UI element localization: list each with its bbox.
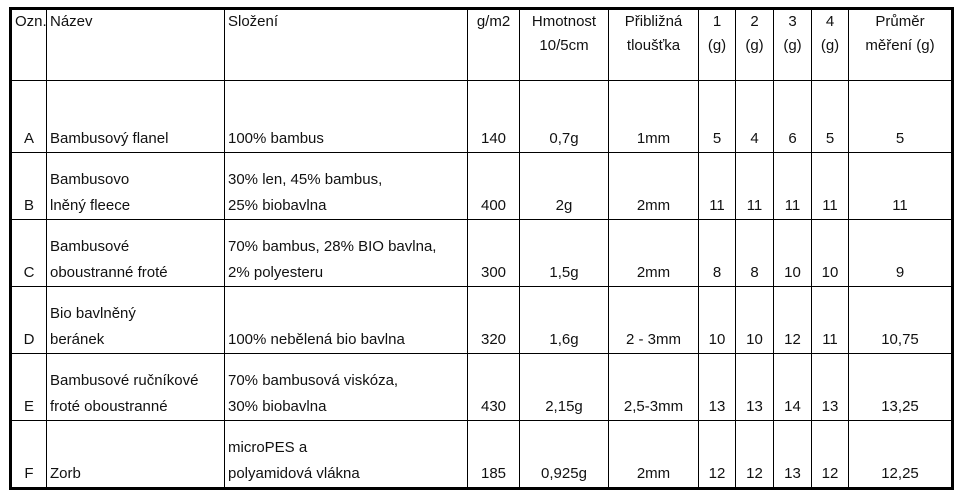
header-row: Ozn. Název Složení g/m2 Hmotnost 10/5cm … — [10, 8, 953, 81]
table-row: B Bambusovo lněný fleece 30% len, 45% ba… — [10, 152, 953, 220]
row-measurement-2: 12 — [735, 420, 774, 489]
row-prumer: 11 — [848, 152, 953, 220]
header-tloustka: Přibližná tloušťka — [608, 8, 699, 81]
header-ozn: Ozn. — [10, 8, 47, 81]
row-measurement-3: 6 — [773, 80, 812, 153]
row-tloustka: 2,5-3mm — [608, 353, 699, 421]
row-slozeni: 30% len, 45% bambus, 25% biobavlna — [224, 152, 468, 220]
row-slozeni: 70% bambus, 28% BIO bavlna, 2% polyester… — [224, 219, 468, 287]
row-ozn: D — [10, 286, 47, 354]
row-prumer: 12,25 — [848, 420, 953, 489]
table-row: A Bambusový flanel 100% bambus 140 0,7g … — [10, 80, 953, 153]
row-tloustka: 1mm — [608, 80, 699, 153]
row-measurement-1: 8 — [698, 219, 736, 287]
row-gm2: 400 — [467, 152, 520, 220]
header-gm2: g/m2 — [467, 8, 520, 81]
row-prumer: 9 — [848, 219, 953, 287]
row-ozn: C — [10, 219, 47, 287]
row-nazev: Bambusové oboustranné froté — [46, 219, 225, 287]
row-measurement-3: 10 — [773, 219, 812, 287]
row-nazev: Bambusovo lněný fleece — [46, 152, 225, 220]
row-ozn: F — [10, 420, 47, 489]
row-slozeni: 100% bambus — [224, 80, 468, 153]
table-row: F Zorb microPES a polyamidová vlákna 185… — [10, 420, 953, 489]
row-measurement-4: 11 — [811, 152, 849, 220]
row-tloustka: 2mm — [608, 152, 699, 220]
row-tloustka: 2mm — [608, 420, 699, 489]
header-measurement-2: 2 (g) — [735, 8, 774, 81]
header-slozeni: Složení — [224, 8, 468, 81]
row-measurement-2: 10 — [735, 286, 774, 354]
row-tloustka: 2mm — [608, 219, 699, 287]
header-measurement-1: 1 (g) — [698, 8, 736, 81]
row-measurement-2: 11 — [735, 152, 774, 220]
header-hmotnost: Hmotnost 10/5cm — [519, 8, 609, 81]
row-measurement-1: 10 — [698, 286, 736, 354]
row-ozn: E — [10, 353, 47, 421]
row-hmotnost: 2,15g — [519, 353, 609, 421]
row-gm2: 430 — [467, 353, 520, 421]
row-measurement-4: 10 — [811, 219, 849, 287]
row-prumer: 13,25 — [848, 353, 953, 421]
row-measurement-3: 14 — [773, 353, 812, 421]
row-hmotnost: 0,7g — [519, 80, 609, 153]
row-measurement-4: 11 — [811, 286, 849, 354]
row-slozeni: microPES a polyamidová vlákna — [224, 420, 468, 489]
header-measurement-3: 3 (g) — [773, 8, 812, 81]
row-gm2: 320 — [467, 286, 520, 354]
row-nazev: Bambusové ručníkové froté oboustranné — [46, 353, 225, 421]
row-hmotnost: 2g — [519, 152, 609, 220]
header-nazev: Název — [46, 8, 225, 81]
row-slozeni: 100% nebělená bio bavlna — [224, 286, 468, 354]
row-measurement-3: 11 — [773, 152, 812, 220]
row-hmotnost: 1,6g — [519, 286, 609, 354]
row-nazev: Bio bavlněný beránek — [46, 286, 225, 354]
row-hmotnost: 1,5g — [519, 219, 609, 287]
header-measurement-4: 4 (g) — [811, 8, 849, 81]
table-row: D Bio bavlněný beránek 100% nebělená bio… — [10, 286, 953, 354]
row-measurement-4: 5 — [811, 80, 849, 153]
row-ozn: B — [10, 152, 47, 220]
row-gm2: 140 — [467, 80, 520, 153]
row-measurement-2: 8 — [735, 219, 774, 287]
row-measurement-1: 12 — [698, 420, 736, 489]
table-row: E Bambusové ručníkové froté oboustranné … — [10, 353, 953, 421]
row-measurement-3: 13 — [773, 420, 812, 489]
row-measurement-4: 13 — [811, 353, 849, 421]
row-slozeni: 70% bambusová viskóza, 30% biobavlna — [224, 353, 468, 421]
row-tloustka: 2 - 3mm — [608, 286, 699, 354]
row-ozn: A — [10, 80, 47, 153]
row-measurement-4: 12 — [811, 420, 849, 489]
header-prumer: Průměr měření (g) — [848, 8, 953, 81]
row-gm2: 185 — [467, 420, 520, 489]
row-measurement-1: 11 — [698, 152, 736, 220]
row-measurement-1: 5 — [698, 80, 736, 153]
row-prumer: 10,75 — [848, 286, 953, 354]
row-nazev: Bambusový flanel — [46, 80, 225, 153]
row-measurement-2: 4 — [735, 80, 774, 153]
table-row: C Bambusové oboustranné froté 70% bambus… — [10, 219, 953, 287]
row-prumer: 5 — [848, 80, 953, 153]
row-hmotnost: 0,925g — [519, 420, 609, 489]
row-measurement-1: 13 — [698, 353, 736, 421]
fabric-comparison-table: Ozn. Název Složení g/m2 Hmotnost 10/5cm … — [9, 7, 954, 490]
row-measurement-2: 13 — [735, 353, 774, 421]
row-measurement-3: 12 — [773, 286, 812, 354]
row-gm2: 300 — [467, 219, 520, 287]
row-nazev: Zorb — [46, 420, 225, 489]
